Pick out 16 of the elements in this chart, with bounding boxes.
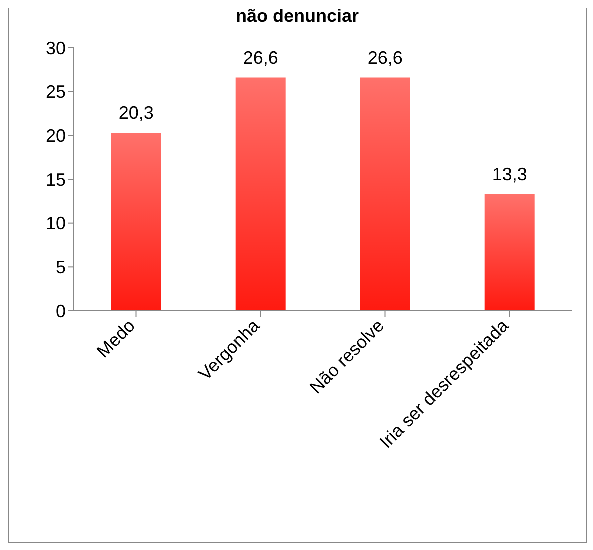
data-label: 26,6: [368, 48, 403, 68]
data-label: 13,3: [492, 164, 528, 184]
bar: [360, 78, 410, 311]
chart-title: não denunciar: [234, 6, 360, 27]
y-tick-label: 15: [46, 170, 66, 190]
y-tick-label: 30: [46, 38, 66, 58]
data-label: 20,3: [118, 103, 154, 124]
bar: [111, 133, 162, 311]
y-tick-label: 20: [46, 126, 66, 146]
bar: [484, 194, 535, 311]
data-label: 26,6: [243, 48, 278, 68]
y-tick-label: 0: [56, 301, 66, 322]
bar: [236, 78, 286, 311]
y-tick-label: 10: [46, 214, 66, 234]
y-tick-label: 25: [46, 82, 66, 102]
y-tick-label: 5: [56, 258, 66, 278]
